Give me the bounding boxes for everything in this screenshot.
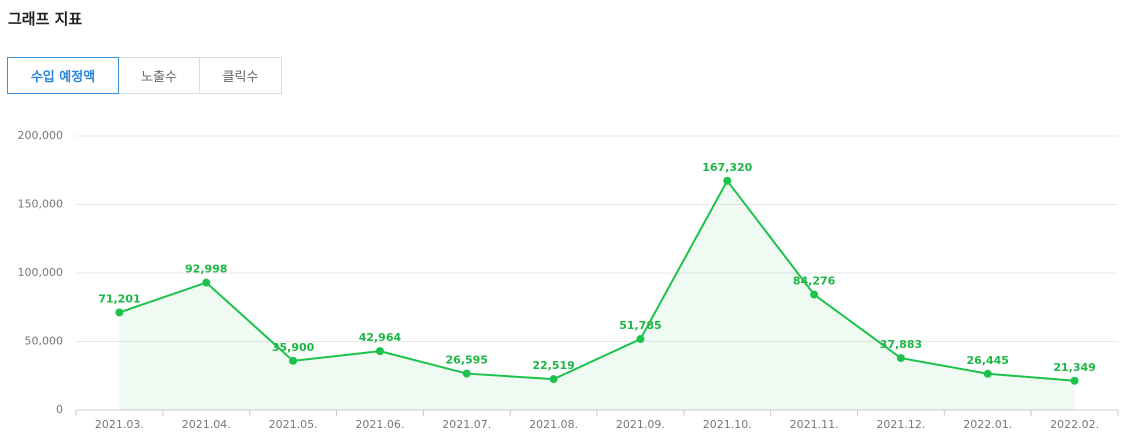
x-tick-label: 2021.08. [529, 418, 578, 431]
x-tick-label: 2022.01. [963, 418, 1012, 431]
y-tick-label: 100,000 [18, 266, 64, 279]
value-label: 51,785 [619, 319, 661, 332]
x-tick-label: 2021.09. [616, 418, 665, 431]
y-tick-label: 200,000 [18, 129, 64, 142]
point [896, 354, 905, 363]
section-title: 그래프 지표 [8, 10, 83, 28]
y-tick-label: 0 [56, 403, 63, 416]
value-label: 26,595 [446, 354, 488, 367]
point [462, 369, 471, 378]
point [375, 347, 384, 356]
value-label: 71,201 [98, 292, 140, 305]
value-label: 92,998 [185, 263, 227, 276]
value-label: 42,964 [359, 331, 402, 344]
tab-bar: 수입 예정액 노출수 클릭수 [7, 57, 282, 94]
value-label: 37,883 [880, 338, 922, 351]
point [810, 290, 819, 299]
value-label: 26,445 [967, 354, 1009, 367]
value-label: 84,276 [793, 275, 836, 288]
point [115, 308, 124, 317]
value-label: 21,349 [1053, 361, 1095, 374]
value-label: 167,320 [702, 161, 752, 174]
y-tick-label: 50,000 [25, 335, 64, 348]
value-label: 22,519 [532, 359, 574, 372]
area [119, 180, 1075, 410]
point [549, 375, 558, 384]
x-tick-label: 2021.05. [269, 418, 318, 431]
x-tick-label: 2022.02. [1050, 418, 1099, 431]
x-tick-label: 2021.06. [355, 418, 404, 431]
point [289, 356, 298, 365]
x-tick-label: 2021.04. [182, 418, 231, 431]
point [636, 335, 645, 344]
x-tick-label: 2021.10. [703, 418, 752, 431]
point [723, 176, 732, 185]
line [119, 178, 1075, 382]
y-tick-label: 150,000 [18, 198, 64, 211]
point [983, 369, 992, 378]
x-tick-label: 2021.03. [95, 418, 144, 431]
tab[interactable]: 클릭수 [199, 57, 282, 94]
tab[interactable]: 수입 예정액 [7, 57, 119, 94]
point [1070, 376, 1079, 385]
x-tick-label: 2021.07. [442, 418, 491, 431]
x-tick-label: 2021.11. [790, 418, 839, 431]
x-tick-label: 2021.12. [876, 418, 925, 431]
value-label: 35,900 [272, 341, 315, 354]
point [202, 278, 211, 287]
